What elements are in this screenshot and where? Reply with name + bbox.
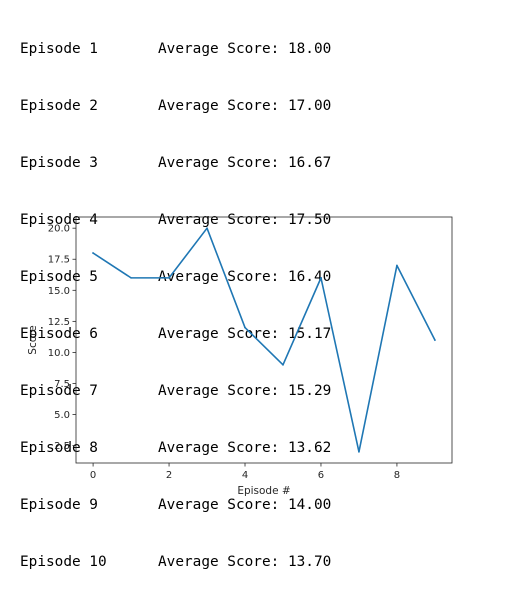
y-tick-label: 10.0	[48, 348, 70, 359]
y-tick-label: 20.0	[48, 224, 70, 235]
log-score: Average Score: 17.00	[158, 98, 332, 114]
log-line: Episode 10 Average Score: 13.70	[20, 553, 331, 572]
log-line: Episode 3 Average Score: 16.67	[20, 154, 331, 173]
score-series-line	[91, 227, 436, 453]
y-axis-ticks: 2.5 5.0 7.5 10.0 12.5 15.0 17.5 20.0	[48, 224, 76, 452]
data-point	[206, 227, 208, 229]
data-point	[396, 264, 398, 267]
log-episode: Episode 1	[20, 41, 98, 57]
x-tick-label: 4	[242, 470, 248, 481]
x-axis-ticks: 0 2 4 6 8	[90, 463, 400, 481]
y-tick-label: 7.5	[54, 379, 70, 390]
y-axis-label: Score	[27, 325, 39, 354]
log-episode: Episode 5	[20, 269, 98, 285]
log-score: Average Score: 14.00	[158, 497, 332, 513]
log-episode: Episode 7	[20, 383, 98, 399]
score-line-chart: 0 2 4 6 8 2.5 5.0 7.5 10.0 12.5 15.0 17.5 20.0 Epis…	[27, 216, 453, 497]
y-tick-label: 15.0	[48, 286, 70, 297]
y-tick-label: 2.5	[54, 441, 70, 452]
log-line: Episode 4 Average Score: 17.50	[20, 211, 331, 230]
log-score: Average Score: 15.29	[158, 383, 332, 399]
y-tick-label: 5.0	[54, 410, 70, 421]
log-line: Episode 2 Average Score: 17.00	[20, 97, 331, 116]
log-score: Average Score: 13.70	[158, 554, 332, 570]
y-tick-label: 12.5	[48, 317, 70, 328]
training-log: Episode 1 Average Score: 18.00 Episode 2 A…	[20, 2, 331, 591]
log-episode: Episode 6	[20, 326, 98, 342]
log-episode: Episode 10	[20, 554, 107, 570]
x-tick-label: 6	[318, 470, 324, 481]
data-point	[130, 277, 132, 279]
log-score: Average Score: 17.50	[158, 212, 332, 228]
y-tick-label: 17.5	[48, 255, 70, 266]
log-score: Average Score: 13.62	[158, 440, 332, 456]
x-tick-label: 2	[166, 470, 172, 481]
log-episode: Episode 4	[20, 212, 98, 228]
log-line: Episode 1 Average Score: 18.00	[20, 40, 331, 59]
log-episode: Episode 3	[20, 155, 98, 171]
plot-area-frame	[75, 216, 453, 464]
data-point	[244, 326, 246, 329]
log-episode: Episode 8	[20, 440, 98, 456]
data-point	[358, 451, 360, 453]
data-point	[320, 277, 322, 279]
data-point	[92, 252, 94, 254]
log-episode: Episode 2	[20, 98, 98, 114]
series-group	[91, 227, 436, 453]
log-line: Episode 8 Average Score: 13.62	[20, 439, 331, 458]
x-tick-label: 0	[90, 470, 96, 481]
log-score: Average Score: 16.67	[158, 155, 332, 171]
data-point	[282, 364, 284, 366]
data-point	[168, 277, 170, 279]
log-episode: Episode 9	[20, 497, 98, 513]
log-score: Average Score: 18.00	[158, 41, 332, 57]
log-line: Episode 9 Average Score: 14.00	[20, 496, 331, 515]
x-tick-label: 8	[394, 470, 400, 481]
log-line: Episode 7 Average Score: 15.29	[20, 382, 331, 401]
data-point	[434, 339, 436, 341]
x-axis-label: Episode #	[237, 485, 290, 497]
